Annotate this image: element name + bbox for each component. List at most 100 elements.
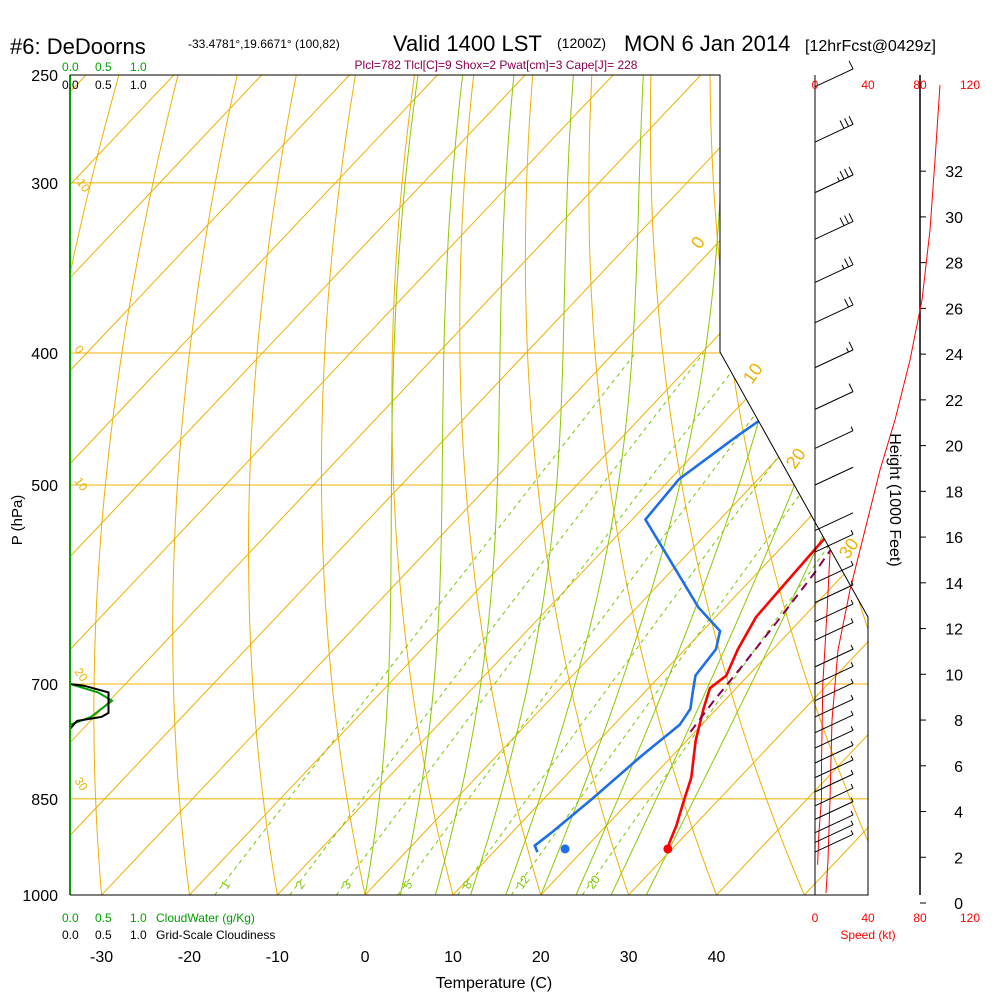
isotherm-label: 20 — [782, 444, 810, 472]
temperature-tick-label: 40 — [708, 949, 726, 966]
wind-barb-staff — [815, 124, 853, 142]
height-tick-label: 28 — [945, 256, 963, 273]
wind-barb-staff — [815, 69, 853, 87]
pressure-tick-label: 700 — [31, 677, 58, 694]
wind-barb-staff — [815, 265, 853, 283]
mixing-ratio-label: 20 — [584, 872, 603, 891]
height-tick-label: 26 — [945, 301, 963, 318]
cloudwater-label: CloudWater (g/Kg) — [156, 911, 255, 925]
wind-barb-half-feather — [851, 811, 853, 815]
wind-barb-staff — [815, 305, 853, 323]
wind-barb-staff — [815, 825, 853, 843]
station-coords: -33.4781°,19.6671° (100,82) — [188, 37, 340, 51]
wind-barb-staff — [815, 467, 853, 485]
temperature-profile — [668, 75, 1000, 849]
wind-barb-feather — [840, 171, 844, 179]
isotherm-label: 30 — [835, 534, 863, 562]
temperature-tick-label: 20 — [532, 949, 550, 966]
dry-adiabat-line — [828, 75, 1000, 895]
wind-barb-half-feather — [851, 695, 853, 699]
surface-dewpoint-marker — [561, 844, 570, 853]
dry-adiabat-label: -10 — [72, 173, 94, 196]
wind-barb — [815, 513, 853, 531]
wind-barb-half-feather — [851, 618, 853, 622]
wind-barb-feather — [845, 299, 849, 307]
wind-barb-staff — [815, 431, 853, 449]
cloud-top-black-2: 1.0 — [130, 78, 147, 92]
pressure-tick-label: 250 — [31, 68, 58, 85]
speed-top-tick-3: 120 — [960, 78, 980, 92]
mixing-ratio-line — [336, 353, 746, 895]
wind-barb — [815, 257, 853, 283]
wind-barb-staff — [815, 350, 853, 368]
wind-barb — [815, 116, 853, 142]
wind-barb-half-feather — [851, 530, 853, 534]
mixing-ratio-label: 12 — [513, 872, 532, 891]
height-tick-label: 10 — [945, 667, 963, 684]
wind-barb-staff — [815, 175, 853, 193]
wind-barb-staff — [815, 513, 853, 531]
wind-barb-feather — [849, 342, 853, 350]
wind-barb-feather — [845, 169, 849, 177]
y-axis-title: P (hPa) — [9, 495, 26, 546]
x-axis-title: Temperature (C) — [436, 975, 552, 992]
wind-barb-half-feather — [851, 741, 853, 745]
wind-barb — [815, 297, 853, 323]
background-grid — [0, 75, 1000, 895]
wind-barb-feather — [849, 213, 853, 221]
height-tick-label: 12 — [945, 622, 963, 639]
wind-barb-feather — [849, 167, 853, 175]
cloudiness-label: Grid-Scale Cloudiness — [156, 928, 275, 942]
pressure-tick-label: 300 — [31, 176, 58, 193]
height-tick-label: 18 — [945, 484, 963, 501]
wind-barb — [815, 756, 853, 778]
wind-barb-feather — [849, 384, 853, 392]
dry-adiabat-label: 10 — [72, 475, 91, 494]
pressure-tick-label: 850 — [31, 792, 58, 809]
height-axis-title: Height (1000 Feet) — [886, 433, 903, 566]
height-tick-label: 4 — [954, 805, 963, 822]
wind-barb-half-feather — [851, 600, 853, 604]
wind-barb-half-feather — [851, 679, 853, 683]
wind-barb-staff — [815, 760, 853, 778]
wind-barb-half-feather — [851, 784, 853, 788]
cloud-top-green-2: 1.0 — [130, 60, 147, 74]
speed-top-tick-0: 0 — [812, 78, 819, 92]
dry-adiabat-label: 0 — [72, 343, 87, 357]
dry-adiabat-label: 30 — [72, 774, 91, 793]
wind-barb — [815, 213, 853, 239]
wind-barb-feather — [849, 116, 853, 124]
speed-bottom-tick-3: 120 — [960, 911, 980, 925]
cloud-bottom-black-1: 0.5 — [95, 928, 112, 942]
temperature-tick-label: 30 — [620, 949, 638, 966]
wind-barb — [815, 427, 853, 449]
wind-barb-half-feather — [851, 830, 853, 834]
wind-barb — [815, 662, 853, 684]
height-tick-label: 30 — [945, 210, 963, 227]
height-tick-label: 2 — [954, 850, 963, 867]
height-tick-label: 22 — [945, 393, 963, 410]
wind-barb-feather — [849, 257, 853, 265]
wind-barb-staff — [815, 221, 853, 239]
wind-barb-feather — [845, 259, 849, 267]
cloud-top-black-0: 0.0 — [62, 78, 79, 92]
temperature-tick-label: 0 — [361, 949, 370, 966]
wind-barb — [815, 741, 853, 763]
data-series — [70, 75, 1000, 865]
wind-barb — [815, 167, 853, 193]
dry-adiabat-line — [887, 75, 1000, 895]
pressure-tick-label: 500 — [31, 478, 58, 495]
surface-temperature-marker — [663, 844, 672, 853]
wind-barb — [815, 467, 853, 485]
wind-barb-feather — [845, 118, 849, 126]
wind-barb-half-feather — [837, 177, 839, 181]
cloud-bottom-green-0: 0.0 — [62, 911, 79, 925]
zulu-time: (1200Z) — [557, 35, 606, 51]
sounding-indices: Plcl=782 Tlcl[C]=9 Shox=2 Pwat[cm]=3 Cap… — [355, 58, 638, 72]
height-tick-label: 14 — [945, 576, 963, 593]
speed-bottom-tick-0: 0 — [812, 911, 819, 925]
wind-barb — [815, 784, 853, 806]
